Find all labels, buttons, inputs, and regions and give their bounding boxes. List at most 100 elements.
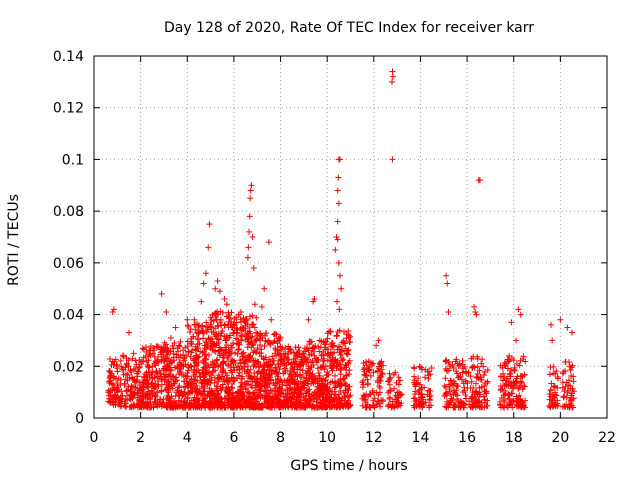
data-point xyxy=(111,392,118,399)
data-point xyxy=(238,379,245,386)
data-point xyxy=(246,228,253,235)
data-point xyxy=(175,354,182,361)
x-tick-label: 18 xyxy=(505,430,523,446)
data-point xyxy=(227,390,234,397)
data-point xyxy=(200,335,207,342)
data-point xyxy=(165,371,172,378)
data-point xyxy=(306,390,313,397)
data-point xyxy=(146,374,153,381)
data-point xyxy=(247,195,254,202)
data-point xyxy=(163,356,170,363)
data-point xyxy=(145,368,152,375)
data-point xyxy=(241,368,248,375)
data-point xyxy=(106,356,113,363)
data-point xyxy=(126,395,133,402)
data-point xyxy=(129,355,136,362)
data-point xyxy=(327,362,334,369)
data-point xyxy=(200,397,207,404)
data-point xyxy=(285,402,292,409)
data-point xyxy=(321,397,328,404)
data-point xyxy=(255,393,262,400)
data-point xyxy=(387,394,394,401)
data-point xyxy=(248,182,255,189)
data-point xyxy=(474,363,481,370)
data-point xyxy=(505,356,512,363)
data-point xyxy=(455,374,462,381)
data-point xyxy=(220,366,227,373)
data-point xyxy=(295,387,302,394)
data-point xyxy=(316,393,323,400)
data-point xyxy=(252,337,259,344)
data-point xyxy=(335,200,342,207)
data-point xyxy=(300,374,307,381)
data-point xyxy=(302,404,309,411)
data-point xyxy=(469,394,476,401)
data-point xyxy=(261,383,268,390)
data-point xyxy=(167,348,174,355)
data-point xyxy=(289,365,296,372)
data-point xyxy=(127,396,134,403)
data-point xyxy=(305,363,312,370)
data-point xyxy=(359,402,366,409)
data-point xyxy=(370,369,377,376)
data-point xyxy=(221,322,228,329)
data-point xyxy=(336,306,343,313)
data-point xyxy=(109,381,116,388)
data-point xyxy=(238,333,245,340)
data-point xyxy=(161,373,168,380)
data-point xyxy=(244,368,251,375)
data-point xyxy=(333,234,340,240)
data-point xyxy=(378,366,385,373)
data-point xyxy=(379,396,386,403)
x-tick-label: 22 xyxy=(598,430,616,446)
data-point xyxy=(333,298,340,305)
data-point xyxy=(476,398,483,405)
data-point xyxy=(237,318,244,325)
data-point xyxy=(469,364,476,371)
data-point xyxy=(332,380,339,387)
data-point xyxy=(291,361,298,368)
data-point xyxy=(484,378,491,385)
data-point xyxy=(287,396,294,403)
data-point xyxy=(248,374,255,381)
data-point xyxy=(219,328,226,335)
data-point xyxy=(112,392,119,399)
data-point xyxy=(245,372,252,379)
data-point xyxy=(516,362,523,369)
y-tick-label: 0 xyxy=(75,411,84,427)
data-point xyxy=(275,335,282,342)
data-point xyxy=(129,375,136,382)
data-point xyxy=(198,402,205,409)
data-point xyxy=(376,363,383,370)
data-point xyxy=(200,327,207,334)
data-point xyxy=(459,357,466,364)
data-point xyxy=(420,402,427,409)
data-point xyxy=(396,377,403,384)
data-point xyxy=(389,73,396,80)
data-point xyxy=(254,394,261,401)
data-point xyxy=(347,392,354,399)
data-point xyxy=(301,345,308,352)
data-point xyxy=(246,356,253,363)
data-point xyxy=(248,384,255,391)
data-point xyxy=(213,385,220,392)
data-point xyxy=(226,402,233,409)
data-point xyxy=(168,367,175,374)
data-point xyxy=(200,280,207,287)
data-point xyxy=(123,387,130,394)
data-point xyxy=(340,404,347,411)
data-point xyxy=(471,400,478,407)
data-point xyxy=(305,399,312,406)
data-point xyxy=(460,365,467,372)
data-point xyxy=(279,404,286,411)
data-point xyxy=(147,352,154,359)
data-point xyxy=(219,373,226,380)
data-point xyxy=(112,401,119,408)
data-point xyxy=(219,309,226,316)
data-point xyxy=(506,371,513,378)
data-point xyxy=(302,380,309,387)
data-point xyxy=(288,360,295,367)
data-point xyxy=(343,381,350,388)
data-point xyxy=(447,377,454,384)
data-point xyxy=(272,367,279,374)
